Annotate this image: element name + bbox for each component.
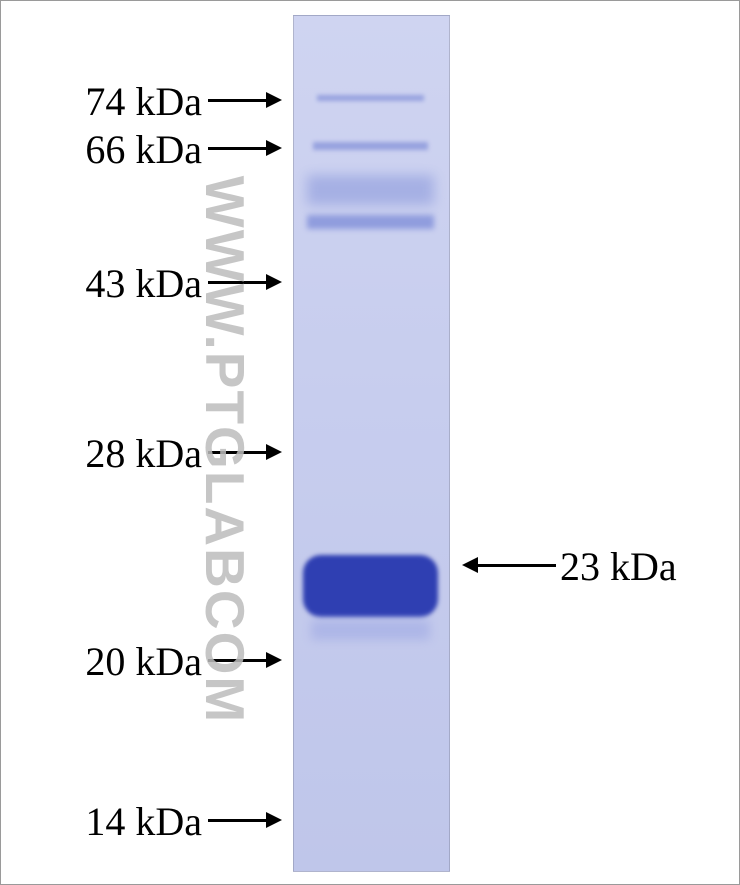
marker-arrow-icon bbox=[208, 812, 282, 828]
arrowhead-left-icon bbox=[462, 557, 478, 573]
marker-label: 20 kDa bbox=[85, 638, 202, 685]
gel-band bbox=[303, 555, 438, 617]
marker-arrow-icon bbox=[208, 652, 282, 668]
arrow-shaft bbox=[208, 819, 266, 822]
arrowhead-right-icon bbox=[266, 812, 282, 828]
gel-band bbox=[307, 215, 434, 229]
gel-band bbox=[313, 142, 428, 150]
marker-label: 43 kDa bbox=[85, 260, 202, 307]
marker-label: 14 kDa bbox=[85, 798, 202, 845]
gel-band bbox=[307, 175, 434, 205]
marker-arrow-icon bbox=[208, 274, 282, 290]
arrow-shaft bbox=[208, 147, 266, 150]
arrowhead-right-icon bbox=[266, 92, 282, 108]
marker-label: 28 kDa bbox=[85, 430, 202, 477]
arrowhead-right-icon bbox=[266, 444, 282, 460]
marker-label: 74 kDa bbox=[85, 78, 202, 125]
marker-arrow-icon bbox=[208, 92, 282, 108]
target-arrow-icon bbox=[462, 557, 556, 573]
marker-label: 66 kDa bbox=[85, 126, 202, 173]
target-band-label: 23 kDa bbox=[560, 543, 677, 590]
arrow-shaft bbox=[208, 99, 266, 102]
arrow-shaft bbox=[208, 659, 266, 662]
arrowhead-right-icon bbox=[266, 652, 282, 668]
marker-arrow-icon bbox=[208, 444, 282, 460]
gel-band bbox=[311, 620, 430, 640]
arrow-shaft bbox=[478, 564, 556, 567]
arrowhead-right-icon bbox=[266, 274, 282, 290]
arrowhead-right-icon bbox=[266, 140, 282, 156]
arrow-shaft bbox=[208, 281, 266, 284]
marker-arrow-icon bbox=[208, 140, 282, 156]
gel-band bbox=[317, 95, 424, 101]
gel-figure: 74 kDa66 kDa 43 kDa 28 kDa 20 kDa 14 kDa 23 … bbox=[0, 0, 740, 885]
arrow-shaft bbox=[208, 451, 266, 454]
